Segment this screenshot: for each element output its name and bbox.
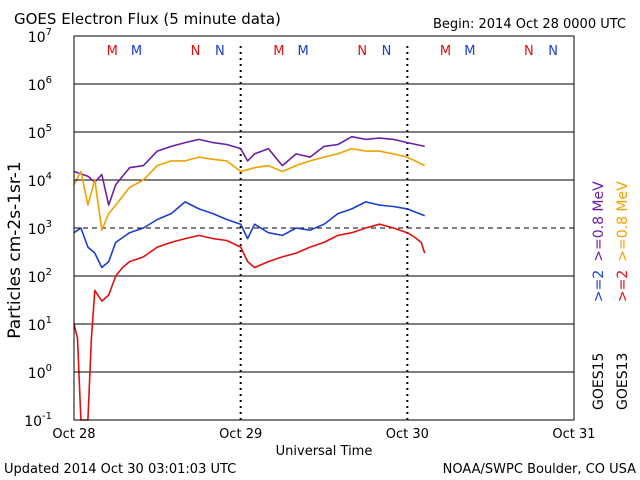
mn-marker: N xyxy=(357,44,367,59)
mn-marker: M xyxy=(440,44,451,59)
begin-time-label: Begin: 2014 Oct 28 0000 UTC xyxy=(433,17,626,32)
x-axis-label: Universal Time xyxy=(276,444,373,459)
x-tick-label: Oct 31 xyxy=(552,427,595,442)
mn-marker: N xyxy=(215,44,225,59)
plot-series xyxy=(73,135,426,421)
series-line xyxy=(73,223,426,421)
updated-timestamp: Updated 2014 Oct 30 03:01:03 UTC xyxy=(4,462,236,477)
series-line xyxy=(73,147,426,231)
mn-marker: N xyxy=(548,44,558,59)
mn-marker: M xyxy=(298,44,309,59)
x-tick-label: Oct 28 xyxy=(52,427,95,442)
legend-column: GOES15 >=2>=0.8 MeV xyxy=(591,181,607,410)
mn-marker: M xyxy=(107,44,118,59)
mn-marker: M xyxy=(464,44,475,59)
legend: GOES15 >=2>=0.8 MeV GOES13 >=2>=0.8 MeV xyxy=(591,181,631,410)
legend-column: GOES13 >=2>=0.8 MeV xyxy=(615,181,631,410)
mn-marker: N xyxy=(524,44,534,59)
series-line xyxy=(73,201,425,269)
mn-marker: M xyxy=(273,44,284,59)
x-tick-label: Oct 30 xyxy=(386,427,429,442)
mn-marker: M xyxy=(131,44,142,59)
series-line xyxy=(73,135,425,206)
credit-label: NOAA/SWPC Boulder, CO USA xyxy=(443,462,636,477)
chart-title: GOES Electron Flux (5 minute data) xyxy=(14,10,281,28)
x-tick-label: Oct 29 xyxy=(219,427,262,442)
mn-marker: N xyxy=(382,44,392,59)
y-axis-label: Particles cm-2s-1sr-1 xyxy=(5,161,25,338)
mn-marker: N xyxy=(191,44,201,59)
x-tick-labels: Oct 28 Oct 29 Oct 30 Oct 31 xyxy=(52,427,595,442)
